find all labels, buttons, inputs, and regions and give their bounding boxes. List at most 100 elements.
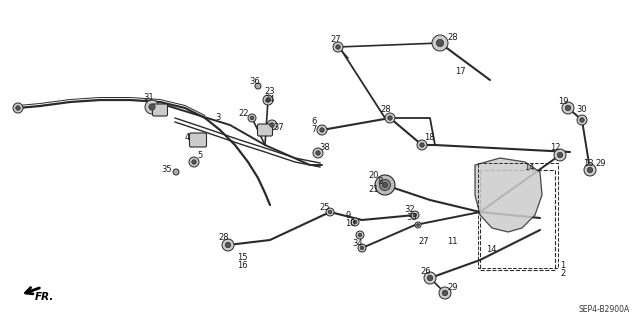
Text: 23: 23 xyxy=(264,87,275,97)
Circle shape xyxy=(336,45,340,49)
Circle shape xyxy=(584,164,596,176)
FancyBboxPatch shape xyxy=(257,124,273,136)
Text: 9: 9 xyxy=(345,211,350,219)
Text: 10: 10 xyxy=(345,219,355,227)
Text: 16: 16 xyxy=(237,262,248,271)
Text: 29: 29 xyxy=(447,283,458,292)
Text: 24: 24 xyxy=(264,95,275,105)
Circle shape xyxy=(442,290,448,296)
Circle shape xyxy=(428,275,433,281)
Circle shape xyxy=(149,104,155,110)
Circle shape xyxy=(588,167,593,173)
Circle shape xyxy=(554,149,566,161)
Text: 28: 28 xyxy=(447,33,458,41)
Circle shape xyxy=(411,211,419,219)
Text: 21: 21 xyxy=(368,186,378,195)
Circle shape xyxy=(413,213,417,217)
Circle shape xyxy=(250,116,254,120)
Text: 33: 33 xyxy=(406,213,417,222)
Circle shape xyxy=(415,222,421,228)
Circle shape xyxy=(417,140,427,150)
Circle shape xyxy=(16,106,20,110)
FancyBboxPatch shape xyxy=(189,133,207,147)
Circle shape xyxy=(313,148,323,158)
Text: 26: 26 xyxy=(420,268,431,277)
Text: 38: 38 xyxy=(319,143,330,152)
Circle shape xyxy=(580,118,584,122)
Text: 25: 25 xyxy=(319,203,330,211)
Circle shape xyxy=(356,231,364,239)
Circle shape xyxy=(333,42,343,52)
Circle shape xyxy=(225,242,230,248)
Text: 18: 18 xyxy=(424,132,435,142)
Text: SEP4-B2900A: SEP4-B2900A xyxy=(579,306,630,315)
Circle shape xyxy=(380,180,390,190)
FancyBboxPatch shape xyxy=(152,104,168,116)
Circle shape xyxy=(375,175,395,195)
Text: 27: 27 xyxy=(330,35,340,44)
Text: 22: 22 xyxy=(238,108,248,117)
Text: 1: 1 xyxy=(560,261,565,270)
Text: 32: 32 xyxy=(404,204,415,213)
Text: 35: 35 xyxy=(161,166,172,174)
Text: FR.: FR. xyxy=(35,292,54,302)
Circle shape xyxy=(358,244,366,252)
Text: 31: 31 xyxy=(143,93,154,102)
Circle shape xyxy=(316,151,320,155)
Circle shape xyxy=(145,100,159,114)
Text: 4: 4 xyxy=(185,133,190,143)
Circle shape xyxy=(383,182,387,188)
Text: 6: 6 xyxy=(311,117,316,127)
Text: 13: 13 xyxy=(583,159,594,167)
Circle shape xyxy=(320,128,324,132)
Text: 5: 5 xyxy=(197,151,202,160)
Polygon shape xyxy=(475,158,542,232)
Circle shape xyxy=(255,83,261,89)
Circle shape xyxy=(565,105,571,111)
Circle shape xyxy=(360,246,364,250)
Text: 12: 12 xyxy=(550,144,561,152)
Circle shape xyxy=(267,120,277,130)
Text: 15: 15 xyxy=(237,254,248,263)
Circle shape xyxy=(388,116,392,120)
Text: 29: 29 xyxy=(595,159,605,167)
Circle shape xyxy=(557,152,563,158)
Circle shape xyxy=(13,103,23,113)
Circle shape xyxy=(173,169,179,175)
Text: 17: 17 xyxy=(455,68,466,77)
Text: 36: 36 xyxy=(249,78,260,86)
Text: 3: 3 xyxy=(215,114,220,122)
Circle shape xyxy=(577,115,587,125)
Circle shape xyxy=(222,239,234,251)
Circle shape xyxy=(420,143,424,147)
Circle shape xyxy=(439,287,451,299)
Text: 28: 28 xyxy=(380,106,390,115)
Text: 8: 8 xyxy=(377,177,382,187)
Circle shape xyxy=(190,158,198,166)
Circle shape xyxy=(424,272,436,284)
Text: 20: 20 xyxy=(368,170,378,180)
Circle shape xyxy=(263,95,273,105)
Circle shape xyxy=(269,123,275,127)
Text: 19: 19 xyxy=(558,98,568,107)
Circle shape xyxy=(353,220,357,224)
Circle shape xyxy=(328,210,332,214)
Circle shape xyxy=(417,224,419,226)
Circle shape xyxy=(266,98,270,102)
Circle shape xyxy=(358,233,362,237)
Text: 2: 2 xyxy=(560,269,565,278)
Text: 11: 11 xyxy=(447,238,458,247)
Text: 27: 27 xyxy=(418,238,429,247)
Circle shape xyxy=(432,35,448,51)
Circle shape xyxy=(385,113,395,123)
Text: 34: 34 xyxy=(352,240,363,249)
Circle shape xyxy=(351,218,359,226)
Text: 30: 30 xyxy=(576,106,587,115)
Circle shape xyxy=(436,40,444,47)
Circle shape xyxy=(562,102,574,114)
Text: 37: 37 xyxy=(273,123,284,132)
Circle shape xyxy=(189,157,199,167)
Text: 14: 14 xyxy=(486,246,497,255)
Text: 7: 7 xyxy=(311,125,316,135)
Circle shape xyxy=(248,114,256,122)
